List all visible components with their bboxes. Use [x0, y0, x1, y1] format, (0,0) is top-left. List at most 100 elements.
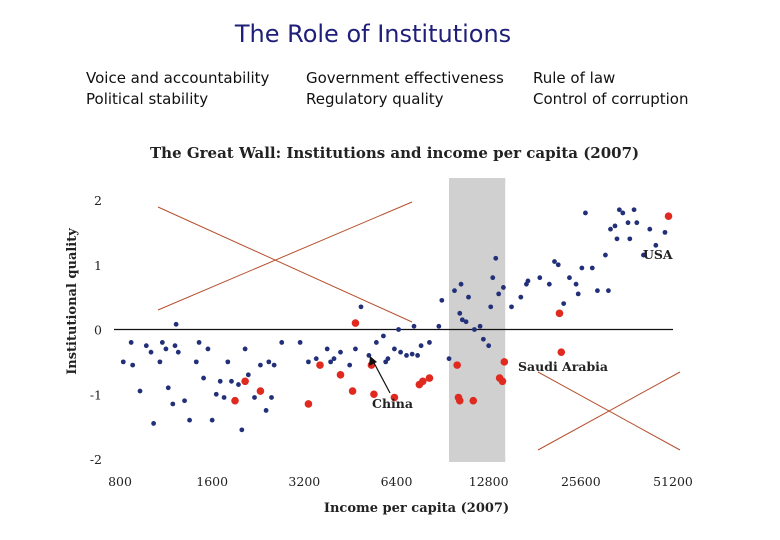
x-tick-label: 800 [108, 474, 132, 489]
red-data-point [453, 361, 461, 369]
red-data-point [664, 212, 673, 220]
blue-data-point [137, 388, 143, 394]
red-data-point [455, 396, 464, 405]
blue-data-point [313, 356, 319, 362]
blue-data-point [631, 207, 637, 213]
blue-data-point [493, 255, 499, 261]
blue-data-point [213, 391, 219, 397]
blue-data-point [616, 207, 622, 213]
blue-data-point [647, 226, 653, 232]
red-data-point [336, 371, 345, 379]
blue-data-point [196, 340, 202, 345]
blue-data-point [567, 275, 572, 281]
blue-data-point [172, 343, 178, 349]
blue-data-point [258, 362, 263, 368]
blue-data-point [579, 265, 585, 271]
cross-line-2 [157, 201, 413, 311]
blue-data-point [608, 226, 613, 232]
blue-data-point [163, 346, 169, 352]
indicator-column-1: Voice and accountability Political stabi… [86, 68, 269, 110]
blue-data-point [187, 417, 192, 423]
blue-data-point [472, 327, 477, 332]
red-data-point [256, 387, 265, 395]
blue-data-point [182, 398, 187, 404]
blue-data-point [404, 353, 409, 358]
blue-data-point [328, 359, 334, 365]
x-tick-label: 12800 [469, 474, 509, 489]
blue-data-point [165, 385, 171, 391]
blue-data-point [306, 359, 311, 365]
blue-data-point [662, 229, 668, 235]
indicator-column-2: Government effectiveness Regulatory qual… [306, 68, 504, 110]
blue-data-point [236, 382, 241, 387]
annotation-saudi-arabia: Saudi Arabia [518, 359, 608, 374]
blue-data-point [205, 346, 211, 352]
blue-data-point [589, 265, 595, 271]
blue-data-point [625, 220, 631, 226]
blue-data-point [518, 294, 524, 300]
blue-data-point [358, 304, 364, 310]
blue-data-point [463, 319, 469, 325]
shaded-band [449, 178, 506, 462]
blue-data-point [653, 242, 659, 248]
blue-data-point [157, 359, 163, 365]
blue-data-point [128, 340, 134, 345]
y-tick-label: -1 [90, 387, 102, 402]
blue-data-point [381, 333, 386, 339]
cross-line-1 [157, 206, 413, 323]
blue-data-point [392, 346, 397, 352]
blue-data-point [338, 349, 343, 355]
blue-data-point [446, 356, 452, 362]
blue-data-point [480, 336, 486, 342]
blue-data-point [411, 323, 417, 329]
blue-data-point [229, 378, 234, 384]
blue-data-point [418, 343, 424, 349]
blue-data-point [488, 304, 494, 310]
red-data-point [390, 393, 399, 402]
red-data-point [419, 377, 427, 386]
blue-data-point [459, 317, 465, 323]
y-tick-label: -2 [90, 452, 102, 467]
blue-data-point [252, 395, 257, 400]
indicator-voice-accountability: Voice and accountability [86, 69, 270, 87]
slide-title: The Role of Institutions [234, 20, 512, 48]
blue-data-point [439, 297, 445, 303]
blue-data-point [209, 417, 215, 423]
blue-data-point [537, 275, 543, 281]
blue-data-point [279, 340, 285, 345]
blue-data-point [151, 420, 157, 426]
china-arrow-head [369, 356, 377, 366]
blue-data-point [546, 281, 552, 287]
blue-data-point [245, 372, 251, 378]
red-data-point [500, 358, 509, 366]
blue-data-point [159, 340, 165, 345]
blue-data-point [490, 275, 496, 281]
red-data-point [469, 396, 478, 405]
indicator-column-3: Rule of law Control of corruption [533, 68, 688, 110]
china-arrow [372, 360, 391, 394]
blue-data-point [634, 220, 640, 226]
red-data-point [304, 400, 313, 408]
blue-data-point [353, 346, 358, 352]
y-tick-label: 1 [94, 258, 102, 273]
blue-data-point [627, 236, 633, 242]
x-tick-label: 1600 [196, 474, 228, 489]
blue-data-point [120, 359, 126, 365]
blue-data-point [263, 408, 269, 413]
x-tick-label: 6400 [381, 474, 413, 489]
annotation-china: China [372, 396, 413, 411]
y-axis-label: Institutional quality [65, 228, 80, 375]
red-data-point [351, 319, 360, 327]
x-tick-label: 3200 [288, 474, 320, 489]
annotation-usa: USA [643, 247, 673, 262]
indicator-rule-of-law: Rule of law [533, 69, 616, 87]
blue-data-point [612, 223, 618, 229]
blue-data-point [347, 362, 353, 368]
blue-data-point [373, 340, 379, 345]
red-data-point [316, 361, 324, 369]
x-tick-label: 25600 [561, 474, 601, 489]
blue-data-point [561, 301, 567, 306]
red-data-point [557, 348, 566, 356]
blue-data-point [217, 378, 223, 384]
blue-data-point [501, 285, 506, 290]
